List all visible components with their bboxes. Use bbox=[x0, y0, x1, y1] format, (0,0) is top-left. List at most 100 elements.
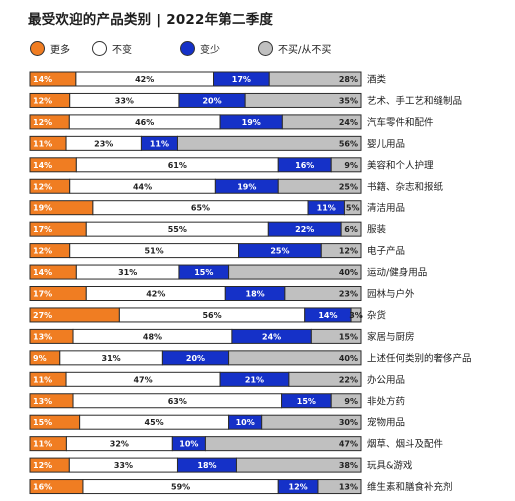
legend-swatch-same bbox=[92, 40, 107, 56]
data-label-less: 19% bbox=[237, 182, 256, 191]
data-label-more: 14% bbox=[33, 75, 52, 84]
bar-segment-never bbox=[317, 479, 362, 495]
data-label-never: 28% bbox=[339, 75, 358, 84]
data-label-never: 12% bbox=[339, 247, 358, 256]
data-label-same: 65% bbox=[191, 204, 210, 213]
category-label: 上述任何类别的奢侈产品 bbox=[367, 352, 472, 364]
bar-segment-never bbox=[204, 436, 362, 452]
data-label-more: 17% bbox=[33, 225, 52, 234]
bar-segment-never bbox=[310, 328, 362, 344]
data-label-less: 17% bbox=[232, 75, 251, 84]
category-label: 电子产品 bbox=[367, 245, 405, 257]
data-label-less: 15% bbox=[194, 268, 213, 277]
data-label-less: 10% bbox=[179, 440, 198, 449]
chart-title: 最受欢迎的产品类别 | 2022年第二季度 bbox=[28, 12, 274, 28]
data-label-less: 20% bbox=[202, 96, 221, 105]
category-label: 办公用品 bbox=[367, 374, 405, 386]
data-label-more: 11% bbox=[33, 440, 52, 449]
data-label-same: 56% bbox=[202, 311, 221, 320]
data-label-never: 9% bbox=[344, 397, 358, 406]
data-label-never: 6% bbox=[344, 225, 358, 234]
category-label: 玩具&游戏 bbox=[367, 460, 413, 472]
data-label-never: 23% bbox=[339, 290, 358, 299]
chart-legend: 更多 不变 变少 不买/从不买 bbox=[30, 38, 500, 58]
data-label-never: 47% bbox=[339, 440, 358, 449]
data-label-same: 59% bbox=[171, 483, 190, 492]
data-label-less: 10% bbox=[236, 418, 255, 427]
category-label: 运动/健身用品 bbox=[367, 267, 427, 279]
category-label: 杂货 bbox=[367, 309, 386, 321]
data-label-never: 25% bbox=[339, 182, 358, 191]
data-label-more: 19% bbox=[33, 204, 52, 213]
bar-segment-never bbox=[330, 157, 362, 173]
bar-segment-never bbox=[281, 114, 362, 130]
bar-segment-never bbox=[277, 178, 362, 194]
bar-segment-never bbox=[228, 264, 362, 280]
legend-label-never: 不买/从不买 bbox=[278, 44, 332, 56]
data-label-more: 16% bbox=[33, 483, 52, 492]
category-label: 美容和个人护理 bbox=[367, 159, 434, 171]
data-label-less: 20% bbox=[186, 354, 205, 363]
data-label-less: 14% bbox=[318, 311, 337, 320]
data-label-never: 15% bbox=[339, 332, 358, 341]
data-label-less: 18% bbox=[197, 461, 216, 470]
data-label-never: 56% bbox=[339, 139, 358, 148]
data-label-same: 47% bbox=[133, 375, 152, 384]
bar-segment-never bbox=[261, 414, 362, 430]
data-label-more: 12% bbox=[33, 182, 52, 191]
category-label: 宠物用品 bbox=[367, 417, 405, 429]
data-label-less: 12% bbox=[289, 483, 308, 492]
data-label-same: 51% bbox=[145, 247, 164, 256]
data-label-never: 9% bbox=[344, 161, 358, 170]
bar-segment-never bbox=[228, 350, 362, 366]
legend-label-same: 不变 bbox=[112, 44, 132, 56]
bar-segment-never bbox=[288, 371, 362, 387]
bar-segment-never bbox=[330, 393, 362, 409]
data-label-less: 11% bbox=[317, 204, 336, 213]
data-label-more: 9% bbox=[33, 354, 47, 363]
legend-label-more: 更多 bbox=[50, 44, 70, 56]
data-label-less: 25% bbox=[270, 247, 289, 256]
category-label: 烟草、烟斗及配件 bbox=[367, 438, 444, 450]
data-label-less: 16% bbox=[295, 161, 314, 170]
data-label-never: 30% bbox=[339, 418, 358, 427]
data-label-never: 40% bbox=[339, 354, 358, 363]
bar-segment-never bbox=[343, 200, 362, 216]
data-label-same: 23% bbox=[94, 139, 113, 148]
data-label-less: 21% bbox=[245, 375, 264, 384]
data-label-more: 12% bbox=[33, 96, 52, 105]
category-label: 非处方药 bbox=[367, 395, 405, 407]
category-label: 园林与户外 bbox=[367, 288, 415, 300]
data-label-same: 42% bbox=[146, 290, 165, 299]
category-label: 婴儿用品 bbox=[367, 139, 405, 150]
data-label-never: 40% bbox=[339, 268, 358, 277]
data-label-never: 3% bbox=[349, 311, 363, 320]
data-label-never: 24% bbox=[339, 118, 358, 127]
data-label-same: 42% bbox=[135, 75, 154, 84]
data-label-more: 17% bbox=[33, 290, 52, 299]
bar-segment-never bbox=[284, 286, 362, 301]
data-label-more: 12% bbox=[33, 118, 52, 127]
data-label-more: 15% bbox=[33, 418, 52, 427]
category-label: 服装 bbox=[367, 224, 387, 236]
data-label-more: 14% bbox=[33, 161, 52, 170]
bar-segment-never bbox=[320, 243, 362, 259]
data-label-more: 14% bbox=[33, 268, 52, 277]
bar-segment-never bbox=[350, 307, 362, 323]
data-label-more: 12% bbox=[33, 461, 52, 470]
data-label-never: 35% bbox=[339, 96, 358, 105]
data-label-more: 27% bbox=[33, 311, 52, 320]
bar-segment-never bbox=[268, 71, 362, 87]
category-label: 家居与厨房 bbox=[367, 331, 415, 343]
data-label-more: 11% bbox=[33, 139, 52, 148]
data-label-less: 24% bbox=[262, 332, 281, 341]
legend-item-same: 不变 bbox=[92, 38, 132, 58]
category-label: 书籍、杂志和报纸 bbox=[367, 181, 444, 193]
data-label-more: 12% bbox=[33, 247, 52, 256]
data-label-same: 45% bbox=[145, 418, 164, 427]
bar-segment-never bbox=[176, 135, 362, 151]
data-label-same: 32% bbox=[110, 440, 129, 449]
data-label-less: 19% bbox=[242, 118, 261, 127]
category-label: 维生素和膳食补充剂 bbox=[367, 481, 453, 493]
